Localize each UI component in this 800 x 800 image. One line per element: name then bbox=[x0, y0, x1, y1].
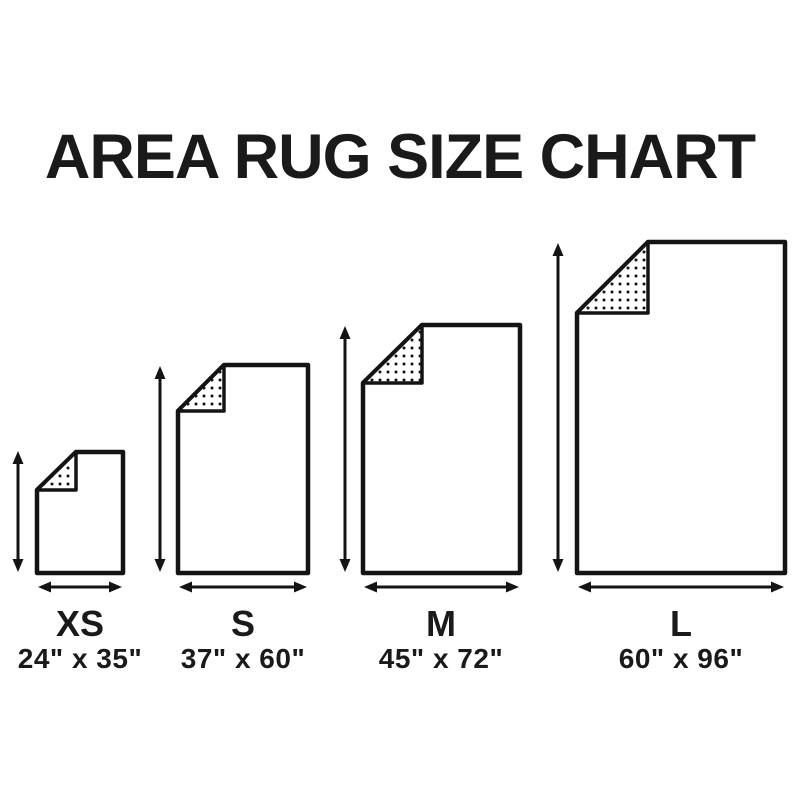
size-label-m: M bbox=[426, 603, 456, 644]
rug-m-folded-corner bbox=[361, 323, 424, 385]
rug-l-width-arrow bbox=[578, 581, 784, 593]
size-dimensions-l: 60" x 96" bbox=[618, 643, 744, 674]
rug-m-diagram bbox=[339, 322, 523, 593]
rug-l-diagram bbox=[552, 239, 788, 593]
rug-m-width-arrow bbox=[364, 581, 519, 593]
rug-m-height-arrow bbox=[339, 326, 351, 572]
rug-xs-width-arrow bbox=[38, 581, 122, 593]
rug-l-folded-corner bbox=[575, 240, 650, 315]
rug-s-width-arrow bbox=[179, 581, 307, 593]
size-dimensions-m: 45" x 72" bbox=[378, 643, 504, 674]
size-label-l: L bbox=[670, 603, 692, 644]
rug-xs-height-arrow bbox=[12, 451, 24, 572]
rug-xs-outline bbox=[34, 449, 126, 576]
size-dimensions-s: 37" x 60" bbox=[180, 643, 306, 674]
page-title: AREA RUG SIZE CHART bbox=[44, 122, 756, 192]
size-label-s: S bbox=[230, 603, 256, 644]
rug-s-diagram bbox=[154, 362, 311, 593]
rug-s-folded-corner bbox=[176, 363, 226, 413]
rug-s-height-arrow bbox=[154, 366, 166, 572]
size-dimensions-xs: 24" x 35" bbox=[17, 643, 143, 674]
rug-xs-folded-corner bbox=[35, 450, 78, 492]
rug-l-height-arrow bbox=[552, 243, 564, 572]
rug-xs-diagram bbox=[12, 449, 126, 593]
size-label-xs: XS bbox=[55, 603, 105, 644]
